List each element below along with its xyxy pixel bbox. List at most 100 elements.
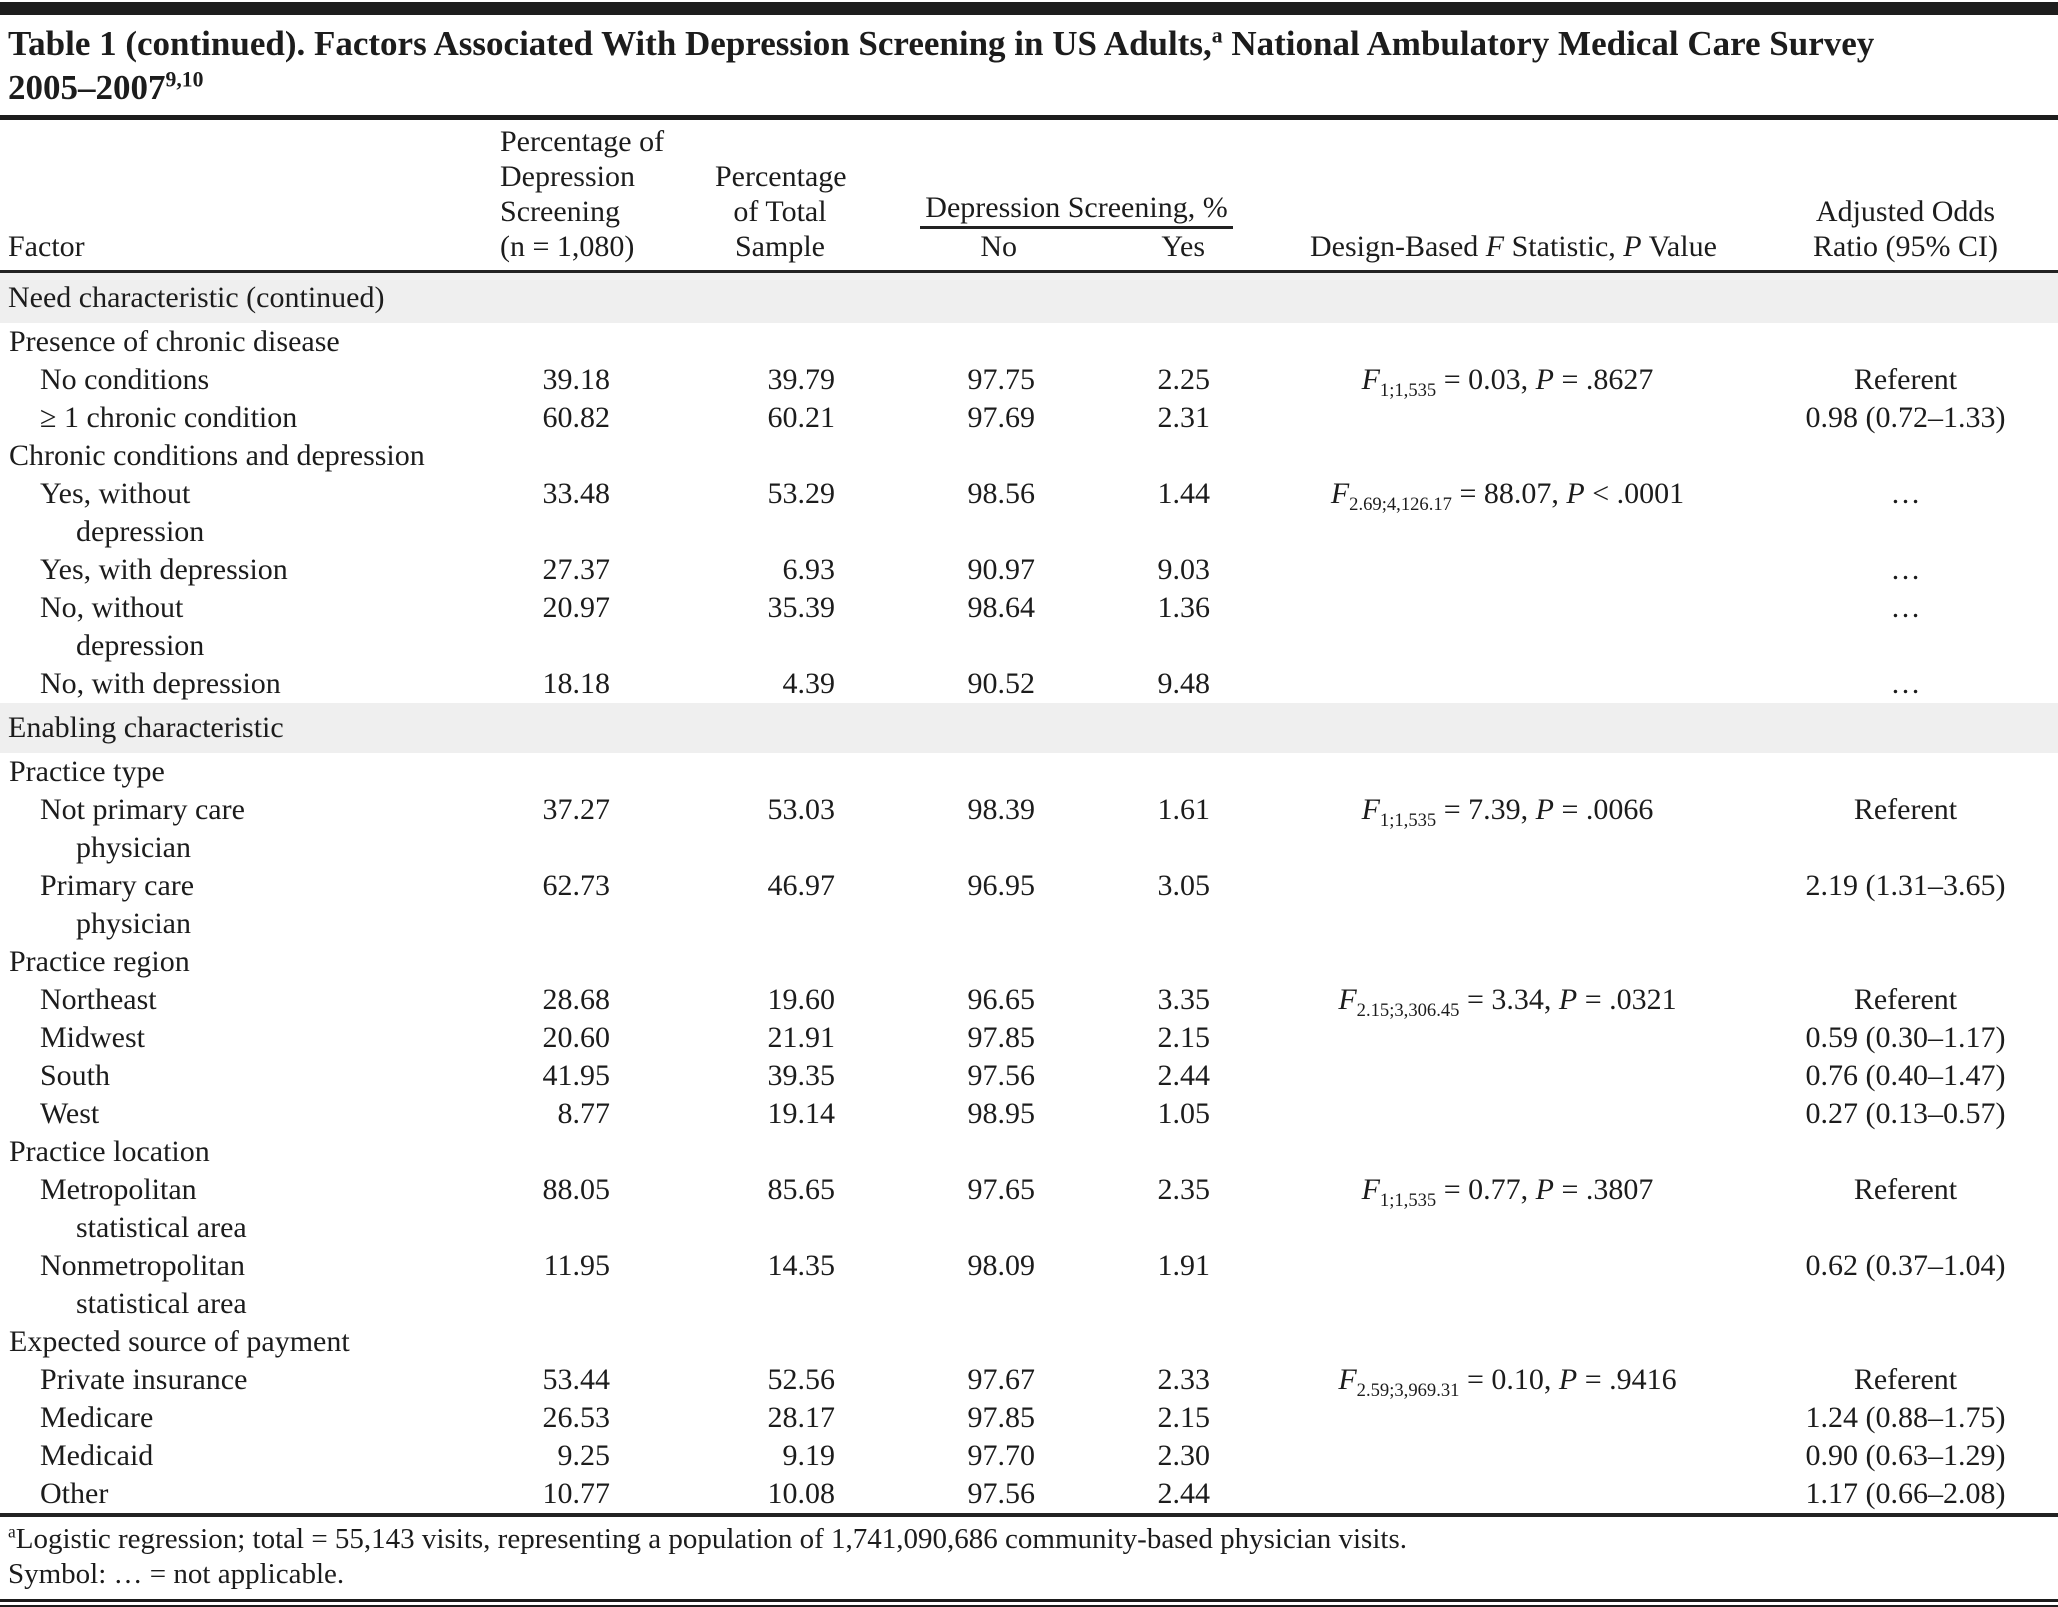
factor-label: Not primary care	[40, 793, 245, 826]
cell-pct-screening: 20.60	[542, 1021, 611, 1054]
cell-no: 97.65	[967, 1173, 1036, 1206]
reference-marker: 9,10	[165, 67, 204, 92]
table-row: ≥ 1 chronic condition 60.82 60.21 97.69 …	[0, 399, 2058, 437]
table-row: Other 10.77 10.08 97.56 2.44 1.17 (0.66–…	[0, 1475, 2058, 1517]
cell-aor: 0.27 (0.13–0.57)	[1805, 1097, 2006, 1130]
table-row: West 8.77 19.14 98.95 1.05 0.27 (0.13–0.…	[0, 1095, 2058, 1133]
cell-pct-total: 85.65	[767, 1173, 836, 1206]
cell-no: 97.56	[845, 1475, 1045, 1517]
section-band: Enabling characteristic	[0, 703, 2058, 753]
table-row: Private insurance 53.44 52.56 97.67 2.33…	[0, 1361, 2058, 1401]
factor-label-line2: depression	[76, 629, 205, 662]
cell-aor: 1.17 (0.66–2.08)	[1705, 1475, 2058, 1517]
cell-yes: 2.44	[1157, 1059, 1211, 1092]
factor-label: Metropolitan	[40, 1173, 197, 1206]
cell-pct-screening: 10.77	[455, 1475, 620, 1517]
cell-no: 90.52	[967, 667, 1036, 700]
cell-pct-total: 4.39	[782, 667, 836, 700]
section-label: Need characteristic (continued)	[0, 271, 2058, 323]
cell-yes: 9.48	[1157, 667, 1211, 700]
col-header-pct-screening: Percentage of Depression Screening (n = …	[455, 120, 664, 273]
factor-label-line2: physician	[76, 831, 191, 864]
group-row: Practice region	[0, 943, 2058, 981]
cell-yes: 3.35	[1157, 983, 1211, 1016]
cell-aor: …	[1890, 667, 1921, 700]
cell-no: 97.75	[967, 363, 1036, 396]
cell-aor: 2.19 (1.31–3.65)	[1805, 869, 2006, 902]
cell-no: 98.39	[967, 793, 1036, 826]
group-label: Practice type	[9, 755, 165, 788]
cell-pct-screening: 8.77	[557, 1097, 611, 1130]
cell-aor: Referent	[1853, 793, 1958, 826]
cell-pct-total: 60.21	[767, 401, 836, 434]
cell-pct-total: 52.56	[767, 1363, 836, 1396]
table-row: Nonmetropolitan statistical area 11.95 14…	[0, 1247, 2058, 1323]
cell-aor: 0.90 (0.63–1.29)	[1805, 1439, 2006, 1472]
group-label: Expected source of payment	[9, 1325, 350, 1358]
table-row: No, with depression 18.18 4.39 90.52 9.4…	[0, 665, 2058, 703]
cell-pct-total: 19.60	[767, 983, 836, 1016]
cell-pct-screening: 37.27	[542, 793, 611, 826]
cell-pct-screening: 88.05	[542, 1173, 611, 1206]
cell-yes: 2.25	[1157, 363, 1211, 396]
cell-pct-screening: 28.68	[542, 983, 611, 1016]
cell-fstat: F1;1,535 = 0.77, P = .3807	[1361, 1173, 1654, 1211]
col-header-pct-total: Percentage of Total Sample	[620, 120, 847, 273]
group-label: Practice location	[9, 1135, 210, 1168]
cell-aor: …	[1890, 477, 1921, 510]
cell-yes: 2.35	[1157, 1173, 1211, 1206]
group-label: Chronic conditions and depression	[9, 439, 425, 472]
table-footnotes: aLogistic regression; total = 55,143 vis…	[0, 1517, 2058, 1596]
cell-aor: 1.24 (0.88–1.75)	[1805, 1401, 2006, 1434]
table-row: South 41.95 39.35 97.56 2.44 0.76 (0.40–…	[0, 1057, 2058, 1095]
cell-pct-screening: 26.53	[542, 1401, 611, 1434]
cell-aor: Referent	[1853, 983, 1958, 1016]
cell-yes: 2.15	[1157, 1021, 1211, 1054]
cell-pct-screening: 20.97	[542, 591, 611, 624]
cell-pct-screening: 9.25	[557, 1439, 611, 1472]
cell-pct-total: 21.91	[767, 1021, 836, 1054]
factor-label: Yes, without	[40, 477, 191, 510]
cell-yes: 2.33	[1157, 1363, 1211, 1396]
cell-fstat: F1;1,535 = 7.39, P = .0066	[1361, 793, 1654, 831]
col-header-fstat: Design-Based F Statistic, P Value	[1220, 120, 1717, 273]
cell-no: 97.56	[967, 1059, 1036, 1092]
factor-label: Medicare	[40, 1401, 154, 1434]
cell-no: 97.85	[967, 1021, 1036, 1054]
top-rule	[0, 2, 2058, 15]
table-title: Table 1 (continued). Factors Associated …	[0, 15, 2058, 115]
group-row: Practice type	[0, 753, 2058, 791]
table-row: Northeast 28.68 19.60 96.65 3.35 F2.15;3…	[0, 981, 2058, 1020]
cell-pct-total: 53.29	[767, 477, 836, 510]
factor-label: West	[40, 1097, 100, 1130]
cell-no: 98.09	[967, 1249, 1036, 1282]
cell-no: 90.97	[967, 553, 1036, 586]
cell-pct-screening: 33.48	[542, 477, 611, 510]
table-row: No, without depression 20.97 35.39 98.64 …	[0, 589, 2058, 665]
col-header-factor: Factor	[0, 120, 455, 273]
cell-yes: 2.30	[1157, 1439, 1211, 1472]
table-title-line1: Table 1 (continued). Factors Associated …	[8, 23, 1875, 63]
cell-aor: Referent	[1853, 363, 1958, 396]
cell-no: 98.95	[967, 1097, 1036, 1130]
group-row: Presence of chronic disease	[0, 323, 2058, 361]
factor-label: Other	[40, 1477, 109, 1510]
cell-pct-total: 39.35	[767, 1059, 836, 1092]
section-band: Need characteristic (continued)	[0, 271, 2058, 323]
title-rule	[0, 115, 2058, 120]
cell-no: 96.65	[967, 983, 1036, 1016]
cell-pct-total: 6.93	[782, 553, 836, 586]
cell-pct-screening: 27.37	[542, 553, 611, 586]
factor-label: Primary care	[40, 869, 195, 902]
col-header-yes: Yes	[1161, 230, 1205, 263]
spanner-label: Depression Screening, %	[920, 190, 1233, 229]
cell-no: 98.56	[967, 477, 1036, 510]
group-row: Practice location	[0, 1133, 2058, 1171]
col-header-depression-screening: Depression Screening, % No Yes	[845, 120, 1233, 273]
table-row: Medicare 26.53 28.17 97.85 2.15 1.24 (0.…	[0, 1399, 2058, 1437]
data-table: Factor Percentage of Depression Screenin…	[0, 120, 2058, 1517]
cell-fstat: F2.59;3,969.31 = 0.10, P = .9416	[1338, 1363, 1677, 1401]
bottom-rule	[0, 1599, 2058, 1607]
cell-pct-screening: 11.95	[543, 1249, 610, 1282]
table-row: Yes, with depression 27.37 6.93 90.97 9.…	[0, 551, 2058, 589]
